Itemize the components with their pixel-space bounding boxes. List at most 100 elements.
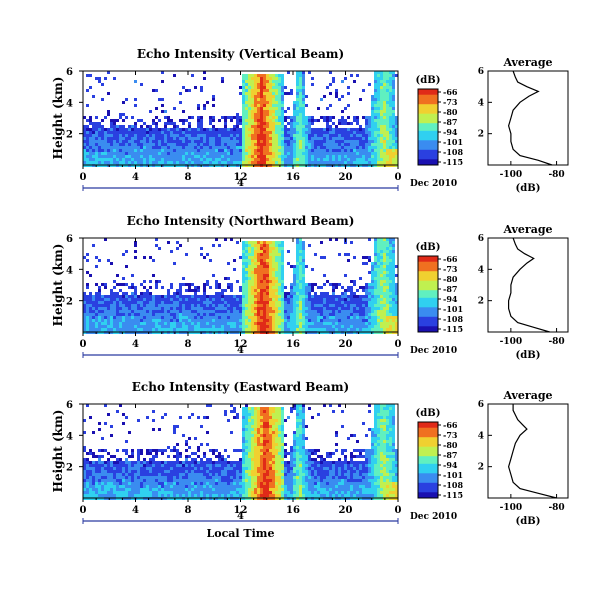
heatmap-cell — [263, 83, 266, 86]
heatmap-cell — [380, 268, 383, 271]
heatmap-cell — [212, 316, 215, 319]
heatmap-cell — [101, 98, 104, 101]
heatmap-cell — [290, 146, 293, 149]
heatmap-cell — [95, 461, 98, 464]
heatmap-cell — [299, 319, 302, 322]
heatmap-cell — [302, 298, 305, 301]
heatmap-cell — [149, 110, 152, 113]
heatmap-cell — [251, 161, 254, 164]
heatmap-cell — [278, 328, 281, 331]
heatmap-cell — [119, 161, 122, 164]
heatmap-cell — [221, 295, 224, 298]
heatmap-cell — [329, 313, 332, 316]
heatmap-cell — [119, 467, 122, 470]
heatmap-cell — [104, 464, 107, 467]
heatmap-cell — [368, 304, 371, 307]
heatmap-cell — [167, 131, 170, 134]
heatmap-cell — [371, 101, 374, 104]
heatmap-cell — [332, 328, 335, 331]
heatmap-cell — [149, 319, 152, 322]
heatmap-cell — [383, 280, 386, 283]
heatmap-cell — [239, 307, 242, 310]
heatmap-cell — [110, 473, 113, 476]
heatmap-cell — [380, 125, 383, 128]
heatmap-cell — [128, 161, 131, 164]
heatmap-cell — [353, 140, 356, 143]
heatmap-cell — [173, 313, 176, 316]
heatmap-cell — [113, 316, 116, 319]
heatmap-cell — [254, 104, 257, 107]
heatmap-cell — [266, 80, 269, 83]
heatmap-cell — [110, 485, 113, 488]
heatmap-cell — [173, 307, 176, 310]
heatmap-cell — [230, 134, 233, 137]
heatmap-cell — [320, 241, 323, 244]
heatmap-cell — [152, 161, 155, 164]
heatmap-cell — [128, 467, 131, 470]
heatmap-cell — [113, 328, 116, 331]
heatmap-cell — [134, 104, 137, 107]
heatmap-cell — [113, 155, 116, 158]
heatmap-cell — [254, 98, 257, 101]
heatmap-cell — [293, 152, 296, 155]
heatmap-cell — [344, 140, 347, 143]
colorbar-swatch — [418, 322, 438, 325]
heatmap-cell — [191, 298, 194, 301]
heatmap-cell — [383, 95, 386, 98]
heatmap-cell — [167, 289, 170, 292]
heatmap-cell — [125, 158, 128, 161]
colorbar-swatch — [418, 305, 438, 308]
heatmap-cell — [374, 253, 377, 256]
heatmap-cell — [146, 137, 149, 140]
heatmap-cell — [146, 476, 149, 479]
heatmap-cell — [272, 301, 275, 304]
heatmap-cell — [257, 92, 260, 95]
heatmap-cell — [389, 113, 392, 116]
heatmap-cell — [296, 271, 299, 274]
heatmap-cell — [245, 83, 248, 86]
heatmap-cell — [290, 116, 293, 119]
heatmap-cell — [131, 125, 134, 128]
heatmap-cell — [299, 158, 302, 161]
heatmap-cell — [335, 304, 338, 307]
heatmap-cell — [248, 256, 251, 259]
heatmap-cell — [275, 319, 278, 322]
heatmap-cell — [128, 143, 131, 146]
heatmap-cell — [236, 116, 239, 119]
heatmap-cell — [242, 122, 245, 125]
heatmap-cell — [161, 286, 164, 289]
heatmap-cell — [95, 158, 98, 161]
colorbar-swatch — [418, 265, 438, 268]
heatmap-cell — [308, 304, 311, 307]
heatmap-cell — [281, 292, 284, 295]
heatmap-cell — [233, 131, 236, 134]
heatmap-cell — [125, 298, 128, 301]
heatmap-cell — [89, 316, 92, 319]
heatmap-cell — [284, 325, 287, 328]
heatmap-cell — [179, 155, 182, 158]
heatmap-cell — [392, 131, 395, 134]
heatmap-cell — [281, 280, 284, 283]
heatmap-cell — [335, 131, 338, 134]
heatmap-cell — [260, 140, 263, 143]
heatmap-cell — [293, 301, 296, 304]
heatmap-cell — [143, 140, 146, 143]
heatmap-cell — [95, 143, 98, 146]
heatmap-cell — [389, 110, 392, 113]
heatmap-cell — [197, 304, 200, 307]
heatmap-cell — [182, 322, 185, 325]
heatmap-cell — [365, 286, 368, 289]
colorbar-tick-label: -80 — [443, 274, 458, 284]
heatmap-cell — [119, 128, 122, 131]
heatmap-cell — [335, 95, 338, 98]
heatmap-cell — [224, 128, 227, 131]
x-tick-label: 8 — [185, 172, 192, 183]
heatmap-cell — [272, 140, 275, 143]
heatmap-cell — [179, 283, 182, 286]
heatmap-cell — [149, 301, 152, 304]
heatmap-cell — [176, 491, 179, 494]
heatmap-cell — [365, 283, 368, 286]
heatmap-cell — [95, 295, 98, 298]
heatmap-cell — [263, 137, 266, 140]
heatmap-cell — [245, 256, 248, 259]
